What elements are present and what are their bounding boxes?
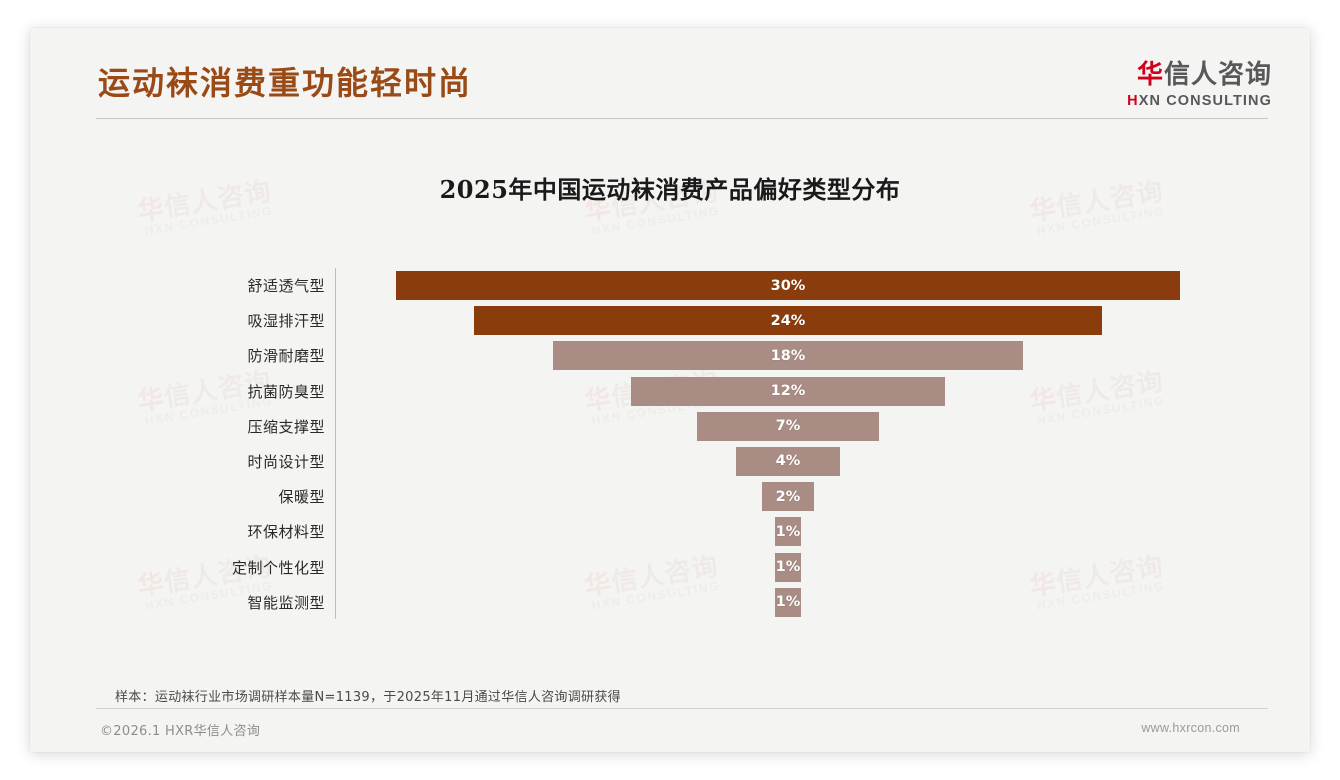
bar-track: 1% bbox=[336, 514, 1240, 549]
bar-track: 1% bbox=[336, 550, 1240, 585]
bar-value-label: 18% bbox=[770, 347, 806, 364]
bar-track: 12% bbox=[336, 374, 1240, 409]
chart-row: 压缩支撑型 7% bbox=[200, 409, 1240, 444]
chart-row: 舒适透气型 30% bbox=[200, 268, 1240, 303]
brand-logo-cn-accent: 华 bbox=[1136, 60, 1164, 90]
brand-logo-en-rest: XN CONSULTING bbox=[1138, 93, 1272, 109]
copyright-text: ©2026.1 HXR华信人咨询 bbox=[100, 724, 261, 739]
category-label: 吸湿排汗型 bbox=[247, 312, 325, 331]
chart-rows: 舒适透气型 30% 吸湿排汗型 24% 防滑耐磨型 18% 抗菌防臭型 12% 压缩支撑型 7% 时… bbox=[200, 268, 1240, 620]
bar[interactable]: 12% bbox=[631, 376, 945, 406]
brand-logo-cn-rest: 信人咨询 bbox=[1163, 60, 1272, 90]
brand-logo: 华信人咨询 HXN CONSULTING bbox=[1127, 54, 1272, 109]
bar-value-label: 30% bbox=[770, 277, 806, 294]
bar-value-label: 1% bbox=[775, 594, 801, 611]
funnel-bar-chart: 舒适透气型 30% 吸湿排汗型 24% 防滑耐磨型 18% 抗菌防臭型 12% 压缩支撑型 7% 时… bbox=[200, 268, 1240, 628]
category-axis-line bbox=[335, 268, 336, 619]
bar-track: 7% bbox=[336, 409, 1240, 444]
chart-title: 2025年中国运动袜消费产品偏好类型分布 bbox=[439, 175, 901, 204]
chart-row: 抗菌防臭型 12% bbox=[200, 374, 1240, 409]
bar-track: 4% bbox=[336, 444, 1240, 479]
watermark-en: HXN CONSULTING bbox=[143, 203, 274, 238]
bar-value-label: 12% bbox=[770, 383, 806, 400]
bar[interactable]: 7% bbox=[696, 411, 880, 441]
category-label: 环保材料型 bbox=[247, 523, 325, 542]
bar-track: 24% bbox=[336, 303, 1240, 338]
category-label: 压缩支撑型 bbox=[247, 417, 325, 436]
bar-value-label: 24% bbox=[770, 312, 806, 329]
bar[interactable]: 30% bbox=[396, 271, 1180, 300]
category-label: 防滑耐磨型 bbox=[247, 347, 325, 366]
chart-row: 智能监测型 1% bbox=[200, 585, 1240, 620]
chart-row: 吸湿排汗型 24% bbox=[200, 303, 1240, 338]
category-label: 抗菌防臭型 bbox=[247, 382, 325, 401]
slide-header: 运动袜消费重功能轻时尚 华信人咨询 HXN CONSULTING bbox=[30, 28, 1310, 124]
category-label: 智能监测型 bbox=[247, 593, 325, 612]
bar-value-label: 1% bbox=[775, 559, 801, 575]
bar[interactable]: 1% bbox=[774, 587, 802, 617]
category-label: 定制个性化型 bbox=[231, 558, 325, 577]
header-divider bbox=[96, 118, 1268, 119]
bar[interactable]: 1% bbox=[774, 552, 802, 582]
bar[interactable]: 4% bbox=[735, 446, 841, 476]
brand-logo-cn: 华信人咨询 bbox=[1127, 54, 1272, 91]
bar-track: 2% bbox=[336, 479, 1240, 514]
chart-row: 时尚设计型 4% bbox=[200, 444, 1240, 479]
watermark-cn-accent: 华 bbox=[135, 567, 167, 602]
footer-divider bbox=[96, 708, 1268, 709]
category-label: 保暖型 bbox=[278, 488, 325, 507]
sample-note: 样本：运动袜行业市场调研样本量N=1139，于2025年11月通过华信人咨询调研… bbox=[115, 690, 621, 705]
chart-row: 环保材料型 1% bbox=[200, 514, 1240, 549]
bar[interactable]: 18% bbox=[552, 341, 1024, 371]
bar-track: 18% bbox=[336, 338, 1240, 373]
slide-footer: ©2026.1 HXR华信人咨询 www.hxrcon.com bbox=[30, 710, 1310, 752]
bar[interactable]: 1% bbox=[774, 517, 802, 547]
bar-value-label: 7% bbox=[775, 418, 801, 435]
brand-logo-en: HXN CONSULTING bbox=[1127, 93, 1272, 109]
category-label: 时尚设计型 bbox=[247, 453, 325, 472]
slide-card: 华信人咨询 HXN CONSULTING 华信人咨询 HXN CONSULTING 华信… bbox=[30, 28, 1310, 752]
watermark-en: HXN CONSULTING bbox=[590, 203, 721, 238]
bar-track: 1% bbox=[336, 585, 1240, 620]
bar[interactable]: 24% bbox=[474, 306, 1102, 336]
bar-track: 30% bbox=[336, 268, 1240, 303]
chart-row: 定制个性化型 1% bbox=[200, 550, 1240, 585]
bar-value-label: 4% bbox=[775, 453, 801, 470]
chart-row: 防滑耐磨型 18% bbox=[200, 338, 1240, 373]
watermark-cn-accent: 华 bbox=[135, 382, 167, 417]
brand-logo-en-accent: H bbox=[1127, 93, 1139, 109]
category-label: 舒适透气型 bbox=[247, 277, 325, 296]
bar-value-label: 2% bbox=[775, 488, 801, 505]
website-link[interactable]: www.hxrcon.com bbox=[1141, 721, 1240, 735]
bar-value-label: 1% bbox=[775, 523, 801, 540]
bar[interactable]: 2% bbox=[761, 482, 815, 512]
page-title: 运动袜消费重功能轻时尚 bbox=[98, 64, 473, 102]
watermark-en: HXN CONSULTING bbox=[1035, 203, 1166, 238]
chart-row: 保暖型 2% bbox=[200, 479, 1240, 514]
